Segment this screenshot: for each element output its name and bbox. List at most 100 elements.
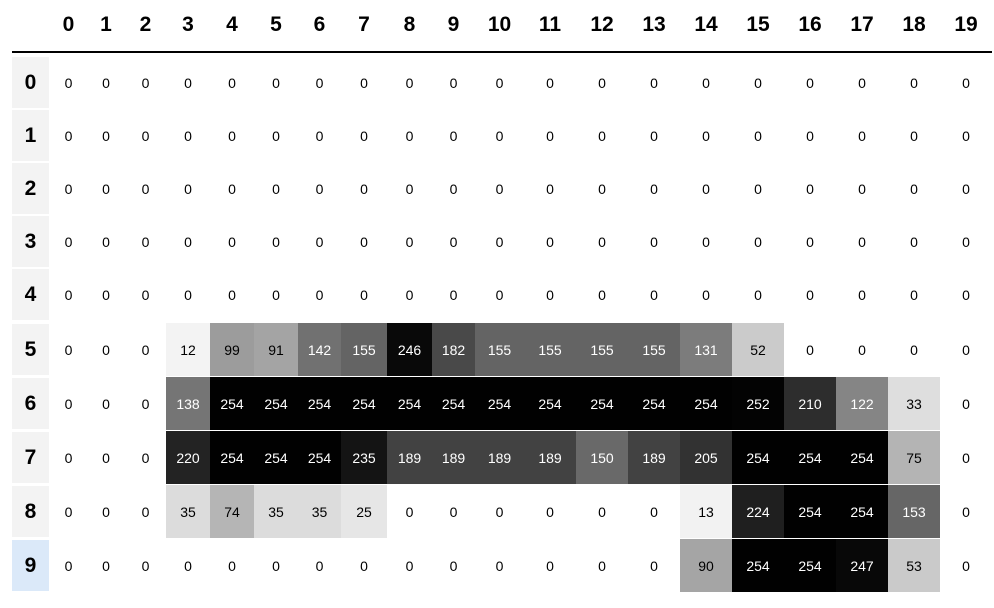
table-cell: 0 [125, 215, 166, 268]
table-cell: 35 [298, 485, 341, 538]
column-header: 7 [358, 13, 370, 36]
table-cell: 0 [387, 485, 432, 538]
table-cell: 0 [940, 215, 992, 268]
table-cell: 189 [387, 431, 432, 484]
table-cell: 0 [475, 539, 524, 592]
row-header[interactable]: 2 [12, 163, 49, 214]
table-cell: 131 [680, 323, 732, 376]
column-header: 8 [403, 13, 416, 36]
table-cell: 0 [125, 162, 166, 215]
column-header: 6 [313, 13, 326, 36]
table-cell: 254 [680, 377, 732, 430]
table-cell: 0 [166, 215, 210, 268]
table-cell: 0 [628, 162, 680, 215]
table-cell: 0 [87, 377, 125, 430]
table-cell: 0 [432, 109, 475, 162]
column-header: 1 [100, 13, 112, 36]
table-cell: 0 [940, 162, 992, 215]
table-cell: 0 [254, 56, 298, 109]
table-cell: 0 [254, 215, 298, 268]
table-cell: 0 [888, 215, 940, 268]
table-cell: 138 [166, 377, 210, 430]
column-header: 12 [590, 13, 614, 36]
table-cell: 254 [298, 377, 341, 430]
column-header: 11 [538, 13, 562, 36]
table-cell: 0 [125, 539, 166, 592]
table-cell: 150 [576, 431, 628, 484]
row-header[interactable]: 6 [12, 378, 49, 429]
table-cell: 0 [940, 268, 992, 321]
table-cell: 0 [432, 215, 475, 268]
table-cell: 0 [387, 162, 432, 215]
table-cell: 0 [87, 268, 125, 321]
row-header[interactable]: 5 [12, 324, 49, 375]
table-cell: 0 [50, 268, 87, 321]
column-header: 3 [182, 13, 194, 36]
table-cell: 205 [680, 431, 732, 484]
table-cell: 155 [628, 323, 680, 376]
table-cell: 0 [166, 268, 210, 321]
header-divider [12, 51, 992, 53]
table-cell: 0 [784, 162, 836, 215]
table-cell: 0 [432, 485, 475, 538]
table-cell: 0 [940, 485, 992, 538]
table-cell: 0 [50, 215, 87, 268]
table-cell: 0 [576, 162, 628, 215]
row-header[interactable]: 3 [12, 216, 49, 267]
row-header[interactable]: 0 [12, 57, 49, 108]
column-header: 13 [642, 13, 666, 36]
table-cell: 0 [87, 215, 125, 268]
table-cell: 155 [341, 323, 387, 376]
table-cell: 0 [210, 109, 254, 162]
table-cell: 0 [125, 323, 166, 376]
table-cell: 0 [387, 539, 432, 592]
table-cell: 0 [836, 56, 888, 109]
table-cell: 0 [210, 56, 254, 109]
row-header[interactable]: 1 [12, 110, 49, 161]
table-cell: 0 [732, 56, 784, 109]
table-cell: 0 [475, 162, 524, 215]
table-cell: 0 [432, 162, 475, 215]
table-cell: 189 [432, 431, 475, 484]
table-cell: 0 [387, 56, 432, 109]
table-cell: 0 [940, 109, 992, 162]
table-cell: 142 [298, 323, 341, 376]
table-cell: 0 [298, 162, 341, 215]
table-cell: 0 [125, 268, 166, 321]
table-cell: 0 [432, 268, 475, 321]
table-cell: 35 [166, 485, 210, 538]
table-cell: 189 [628, 431, 680, 484]
column-header: 5 [270, 13, 282, 36]
table-cell: 0 [732, 268, 784, 321]
table-cell: 0 [387, 268, 432, 321]
table-cell: 0 [125, 56, 166, 109]
table-cell: 0 [50, 162, 87, 215]
table-cell: 0 [784, 215, 836, 268]
table-cell: 0 [680, 109, 732, 162]
table-cell: 0 [210, 539, 254, 592]
row-header[interactable]: 4 [12, 269, 49, 320]
row-header[interactable]: 9 [12, 540, 49, 591]
table-cell: 0 [576, 539, 628, 592]
column-header: 9 [447, 13, 460, 36]
table-cell: 254 [432, 377, 475, 430]
table-cell: 25 [341, 485, 387, 538]
column-header: 2 [139, 13, 152, 36]
table-cell: 0 [524, 56, 576, 109]
table-cell: 0 [50, 109, 87, 162]
column-header: 10 [487, 13, 512, 36]
table-cell: 0 [784, 268, 836, 321]
table-cell: 254 [341, 377, 387, 430]
row-header[interactable]: 7 [12, 432, 49, 483]
table-cell: 189 [475, 431, 524, 484]
table-cell: 254 [628, 377, 680, 430]
table-cell: 0 [576, 268, 628, 321]
table-cell: 252 [732, 377, 784, 430]
row-header[interactable]: 8 [12, 486, 49, 537]
table-cell: 254 [784, 431, 836, 484]
table-cell: 91 [254, 323, 298, 376]
table-cell: 0 [87, 162, 125, 215]
table-cell: 0 [50, 377, 87, 430]
table-cell: 0 [254, 109, 298, 162]
table-cell: 0 [628, 56, 680, 109]
